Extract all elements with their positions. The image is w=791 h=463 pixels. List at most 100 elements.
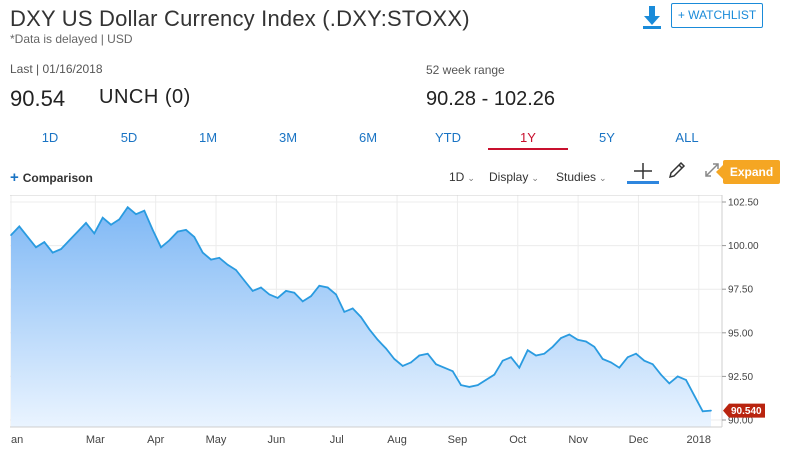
data-point: [285, 290, 287, 292]
data-point: [551, 345, 554, 348]
tab-1m[interactable]: 1M: [198, 130, 218, 145]
data-point: [651, 363, 654, 365]
data-point: [176, 230, 179, 233]
data-point: [276, 297, 279, 299]
page-title: DXY US Dollar Currency Index (.DXY:STOXX…: [10, 6, 470, 31]
y-tick-label: 92.50: [728, 372, 753, 383]
range-value: 90.28 - 102.26: [426, 88, 555, 110]
tab-ytd[interactable]: YTD: [435, 130, 461, 145]
data-point: [60, 248, 62, 250]
data-point: [326, 286, 329, 289]
data-point: [43, 241, 46, 243]
data-point: [701, 410, 704, 413]
data-point: [710, 409, 712, 412]
y-tick-label: 97.50: [728, 285, 753, 296]
data-point: [318, 284, 321, 287]
delayed-note: *Data is delayed | USD: [10, 32, 133, 46]
x-tick-label: Sep: [448, 434, 468, 446]
data-point: [260, 286, 262, 289]
data-point: [626, 356, 629, 359]
data-point: [135, 213, 137, 216]
data-point: [426, 352, 429, 355]
data-point: [76, 230, 79, 233]
data-point: [26, 236, 29, 238]
data-point: [235, 269, 237, 271]
data-point: [560, 337, 562, 339]
tab-1d[interactable]: 1D: [41, 130, 59, 145]
price-change: UNCH (0): [99, 86, 191, 108]
data-point: [201, 251, 204, 254]
chevron-down-icon: ⌄: [467, 173, 475, 183]
x-tick-label: Apr: [147, 434, 164, 446]
data-point: [568, 333, 571, 336]
data-point: [160, 246, 162, 249]
interval-dropdown[interactable]: 1D ⌄: [449, 170, 475, 184]
range-label: 52 week range: [426, 63, 505, 77]
data-point: [51, 251, 54, 254]
chevron-down-icon: ⌄: [531, 173, 539, 183]
data-point: [535, 354, 537, 357]
plus-icon: +: [10, 169, 19, 186]
data-point: [110, 223, 112, 226]
last-value-badge: [723, 403, 765, 418]
data-point: [418, 354, 421, 357]
y-tick-label: 102.50: [728, 198, 759, 209]
data-point: [226, 263, 229, 266]
data-point: [335, 293, 337, 296]
data-point: [10, 234, 12, 236]
studies-dropdown[interactable]: Studies ⌄: [556, 170, 607, 184]
data-point: [393, 358, 396, 360]
data-point: [468, 386, 471, 388]
data-point: [435, 363, 437, 365]
data-point: [218, 257, 221, 259]
data-point: [101, 216, 104, 219]
data-point: [251, 290, 254, 292]
y-tick-label: 95.00: [728, 328, 753, 339]
comparison-button[interactable]: + Comparison: [10, 169, 93, 186]
data-point: [576, 338, 579, 341]
tab-5y[interactable]: 5Y: [599, 130, 615, 145]
data-point: [460, 384, 462, 386]
data-point: [168, 239, 171, 242]
interval-label: 1D: [449, 170, 465, 184]
tab-1y[interactable]: 1Y: [488, 128, 568, 150]
data-point: [376, 338, 379, 341]
studies-label: Studies: [556, 170, 597, 184]
data-point: [193, 236, 196, 238]
tab-3m[interactable]: 3M: [278, 130, 298, 145]
data-point: [310, 295, 312, 297]
data-point: [485, 379, 487, 381]
data-point: [601, 358, 604, 360]
tab-5d[interactable]: 5D: [120, 130, 138, 145]
data-point: [476, 384, 479, 386]
x-tick-label: Mar: [86, 434, 105, 446]
crosshair-icon[interactable]: [627, 160, 659, 184]
data-point: [93, 232, 96, 235]
x-tick-label: Oct: [509, 434, 526, 446]
data-point: [243, 279, 246, 282]
data-point: [693, 394, 696, 397]
data-point: [518, 366, 521, 369]
tab-all[interactable]: ALL: [675, 130, 699, 145]
pencil-icon[interactable]: [667, 160, 687, 180]
data-point: [635, 352, 637, 355]
data-point: [143, 209, 146, 212]
y-tick-label: 90.00: [728, 416, 753, 427]
x-tick-label: an: [11, 434, 23, 446]
tab-6m[interactable]: 6M: [358, 130, 378, 145]
data-point: [643, 359, 646, 362]
data-point: [18, 225, 21, 228]
add-to-watchlist-button[interactable]: + WATCHLIST: [671, 3, 763, 28]
expand-button[interactable]: Expand: [716, 160, 780, 184]
data-point: [35, 246, 37, 249]
data-point: [660, 373, 662, 376]
data-point: [401, 365, 404, 367]
display-dropdown[interactable]: Display ⌄: [489, 170, 539, 184]
data-point: [118, 218, 121, 221]
display-label: Display: [489, 170, 529, 184]
data-point: [451, 370, 454, 372]
download-icon[interactable]: [641, 4, 663, 30]
data-point: [126, 206, 129, 209]
data-point: [301, 300, 304, 303]
data-point: [618, 366, 621, 369]
